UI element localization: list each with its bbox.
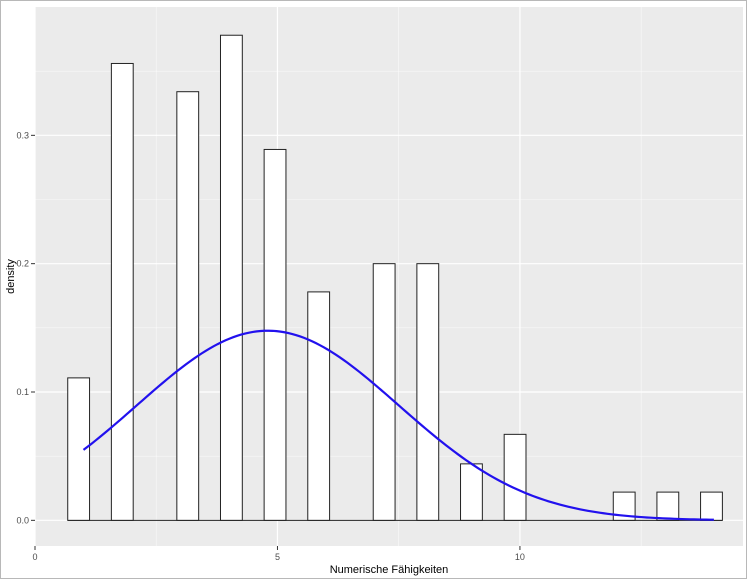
histogram-bar: [656, 491, 680, 521]
histogram-bar: [110, 62, 134, 521]
histogram-bar: [219, 34, 243, 521]
x-axis-title: Numerische Fähigkeiten: [330, 564, 449, 576]
histogram-bar: [416, 263, 440, 521]
histogram-bar: [612, 491, 636, 521]
y-axis: 0.0 0.1 0.2 0.3: [16, 130, 35, 525]
histogram-bar: [263, 148, 287, 521]
histogram-bar: [67, 377, 91, 521]
y-tick-label: 0.2: [16, 259, 29, 269]
x-tick-label: 5: [275, 552, 280, 562]
y-tick-label: 0.3: [16, 130, 29, 140]
histogram-bars: [67, 34, 723, 521]
histogram-bar: [176, 91, 200, 521]
histogram-bar: [700, 491, 723, 521]
x-tick-label: 10: [515, 552, 525, 562]
y-tick-label: 0.0: [16, 515, 29, 525]
y-tick-label: 0.1: [16, 387, 29, 397]
y-axis-title: density: [5, 259, 17, 294]
x-axis: 0 5 10: [32, 546, 525, 562]
histogram-bar: [460, 463, 483, 521]
x-tick-label: 0: [32, 552, 37, 562]
density-curve: [82, 329, 714, 521]
density-curve-group: [82, 329, 714, 521]
histogram-bar: [307, 291, 331, 521]
histogram-bar: [503, 433, 527, 521]
